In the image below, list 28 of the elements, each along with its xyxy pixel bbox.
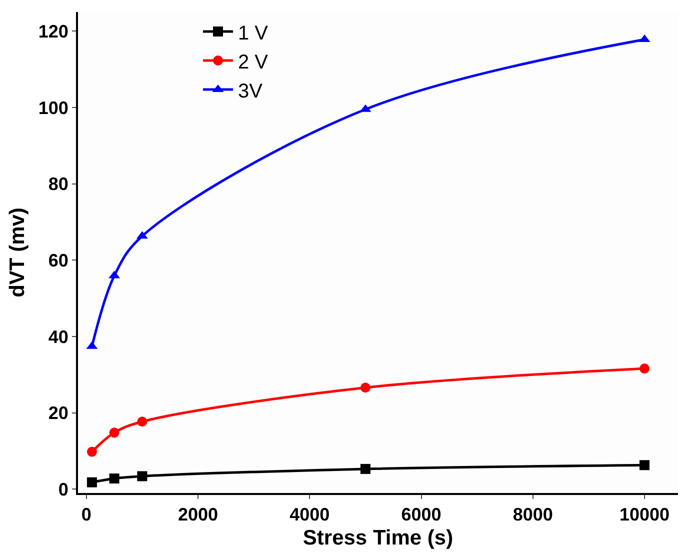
y-tick-label: 80 [48,174,68,194]
y-tick-label: 40 [48,326,68,347]
legend-label: 1 V [238,22,269,44]
point [137,416,148,427]
x-tick-label: 4000 [290,504,330,525]
point [109,428,120,438]
legend-label: 2 V [238,51,269,74]
point [137,471,148,482]
y-tick-label: 100 [38,98,68,118]
x-axis-title: Stress Time (s) [302,526,454,550]
legend-label: 3V [238,80,264,102]
point [640,460,650,470]
x-tick-label: 6000 [401,504,442,525]
x-tick-label: 0 [81,504,92,525]
y-tick-label: 60 [48,250,68,270]
point [86,446,97,457]
point [640,364,650,374]
point [360,382,370,393]
y-tick-label: 20 [48,403,68,424]
y-tick-label: 120 [38,21,68,42]
y-axis-title: dVT (mv) [6,208,30,298]
point [360,464,370,474]
x-tick-label: 2000 [178,504,218,525]
y-tick-label: 0 [58,479,68,500]
x-tick-label: 10000 [619,504,670,525]
point [86,477,97,488]
x-tick-label: 8000 [512,504,553,525]
point [109,473,120,484]
